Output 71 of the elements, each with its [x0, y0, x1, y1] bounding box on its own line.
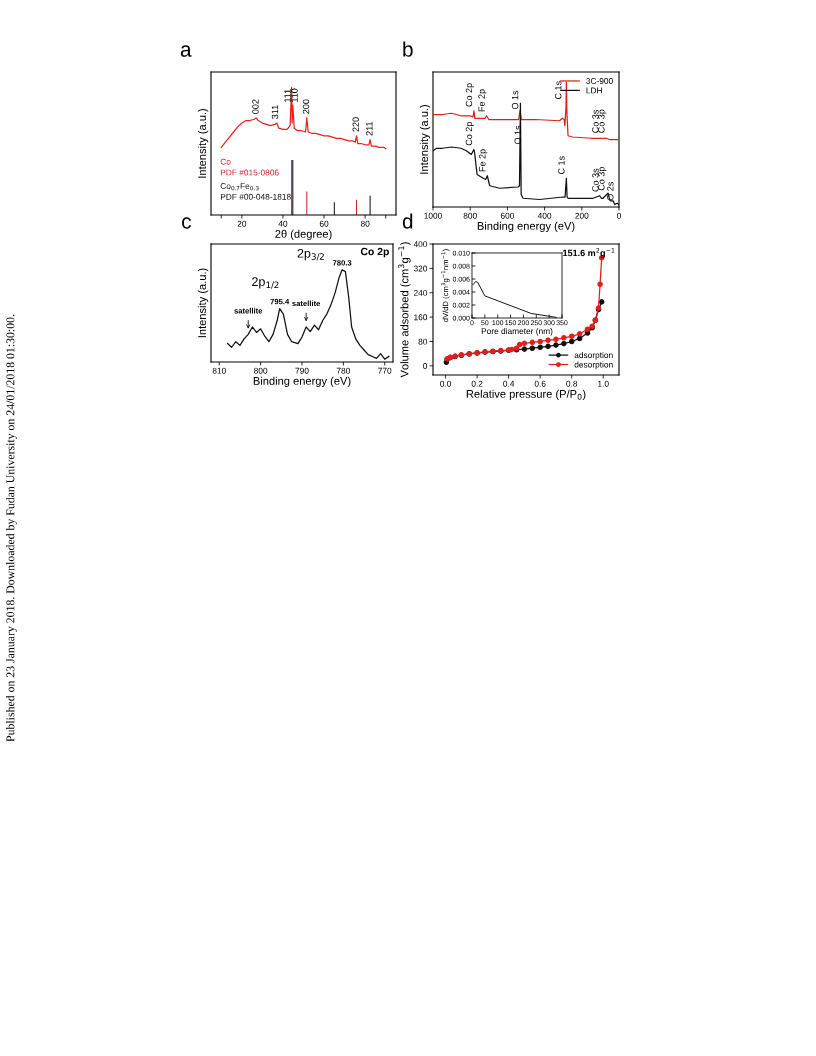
y-tick-label: 0 [423, 363, 428, 369]
x-tick-label: 0.4 [503, 380, 515, 387]
chart-title: a [180, 45, 192, 57]
x-tick-label: 60 [319, 220, 329, 227]
y-axis-title: Intensity (a.u.) [197, 268, 209, 338]
x-tick-label: 20 [237, 220, 247, 227]
x-tick-label: 780 [336, 367, 350, 374]
annotation: 002 [252, 99, 259, 114]
legend-label: desorption [574, 361, 613, 370]
series-label: Co PDF #015-0806 [220, 158, 279, 176]
annotation: 2p$_{1/2}$ [252, 277, 279, 289]
annotation: C 1s [555, 81, 562, 100]
x-tick-label: 1000 [424, 212, 442, 219]
annotation: O 2s [607, 182, 614, 201]
y-axis-title: Intensity (a.u.) [419, 104, 431, 174]
annotation: 211 [366, 121, 373, 136]
x-axis-title: 2θ (degree) [275, 229, 332, 241]
x-tick-label: 800 [254, 367, 268, 374]
text: Published on 23 January 2018. Downloaded by Fudan University on 24/01/2018 01:30:00. [6, 314, 17, 742]
chart-title: b [403, 41, 413, 57]
text: Co 2p [360, 247, 389, 258]
y-axis-title: Intensity (a.u.) [197, 108, 209, 178]
y-tick-label: 320 [413, 265, 428, 272]
series-label: Co$_{0.7}$Fe$_{0.3}$ PDF #00-048-1818 [220, 183, 291, 200]
annotation: O 1s [511, 90, 519, 110]
annotation: Co 3s [592, 168, 599, 192]
annotation: C 1s [558, 156, 565, 175]
y-tick-label: 240 [413, 289, 428, 296]
x-tick-label: 0 [617, 212, 621, 219]
chart-title: c [182, 217, 192, 229]
x-axis-title: Binding energy (eV) [253, 376, 351, 388]
x-tick-label: 0.8 [566, 380, 578, 387]
annotation: Co 2p [465, 122, 474, 146]
chart-title: d [402, 213, 413, 229]
x-tick-label: 80 [360, 220, 370, 227]
annotation: 110 [291, 88, 298, 102]
annotation: 111 [284, 89, 291, 102]
annotation: O 1s [514, 125, 521, 145]
x-tick-label: 0.2 [471, 380, 483, 387]
y-tick-label: 160 [414, 314, 428, 321]
y-tick-label: 80 [418, 338, 428, 345]
x-tick-label: 790 [295, 367, 309, 374]
x-axis-title: Binding energy (eV) [477, 221, 575, 233]
x-tick-label: 810 [212, 367, 226, 374]
y-axis-title: Volume adsorbed (cm$^{3}$g$^{−1}$) [398, 242, 411, 378]
legend-label: 3C-900 [586, 78, 613, 84]
annotation: 200 [302, 99, 310, 114]
x-tick-label: 40 [278, 220, 288, 227]
y-tick-label: 400 [413, 241, 428, 248]
annotation: 151.6 m$^{2}$g$^{−1}$ [563, 247, 615, 258]
annotation: 311 [271, 105, 279, 119]
x-tick-label: 800 [463, 212, 477, 219]
annotation: Co 3p [598, 167, 607, 191]
annotation: 220 [352, 117, 359, 132]
annotation: Fe 2p [479, 149, 488, 172]
x-tick-label: 1.0 [598, 380, 609, 387]
annotation: Fe 2p [478, 89, 487, 112]
x-tick-label: 770 [378, 367, 392, 374]
legend-label: adsorption [574, 351, 613, 360]
x-axis-title: Relative pressure (P/P$_{0}$) [466, 389, 586, 401]
x-tick-label: 600 [500, 212, 515, 219]
legend-label: LDH [586, 87, 602, 94]
x-tick-label: 400 [537, 212, 552, 219]
annotation: Co 3s [592, 109, 599, 133]
annotation: Co 3p [598, 109, 607, 133]
annotation: Co 2p [465, 83, 474, 107]
x-axis-title: Pore diameter (nm) [481, 327, 553, 336]
text: 2p$_{3/2}$ [297, 248, 324, 261]
x-tick-label: 0.6 [534, 380, 546, 387]
x-tick-label: 200 [575, 212, 589, 219]
x-tick-label: 0.0 [440, 380, 452, 387]
